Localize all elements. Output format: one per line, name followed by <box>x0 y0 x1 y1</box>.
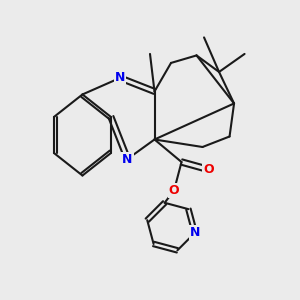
Text: O: O <box>169 184 179 197</box>
Text: O: O <box>203 163 214 176</box>
Text: N: N <box>190 226 200 239</box>
Text: N: N <box>122 152 133 166</box>
Text: N: N <box>115 71 125 84</box>
